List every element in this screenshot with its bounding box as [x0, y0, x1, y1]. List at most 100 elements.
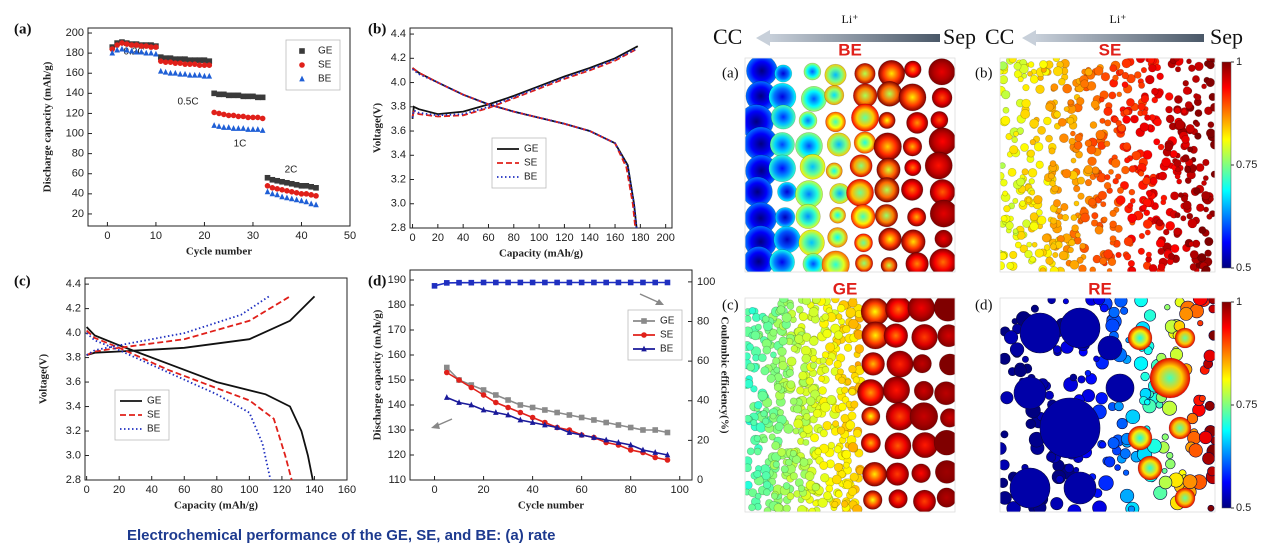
particle: [760, 366, 770, 376]
particle: [1179, 307, 1193, 321]
particle: [825, 111, 846, 133]
y-tick-label: 130: [388, 424, 406, 436]
particle: [1002, 190, 1009, 197]
particle: [906, 111, 929, 134]
particle: [1067, 99, 1074, 106]
particle: [1180, 215, 1187, 222]
particle: [1000, 251, 1007, 261]
particle: [852, 376, 860, 384]
legend: GE SE BE: [627, 309, 683, 361]
marker: [529, 419, 536, 425]
particle: [929, 199, 955, 228]
marker: [640, 427, 646, 433]
y-tick-label: 3.6: [391, 125, 406, 137]
particle: [776, 305, 786, 315]
particle: [772, 460, 780, 468]
particle: [1073, 185, 1081, 193]
arrow-head: [431, 422, 440, 429]
particle: [1131, 150, 1142, 161]
particle: [1060, 202, 1069, 212]
x-tick-label: 0: [409, 232, 415, 244]
particle: [1093, 66, 1104, 76]
annotation: 0.5C: [177, 97, 198, 108]
particle: [774, 64, 793, 83]
particle: [1125, 409, 1141, 425]
particle: [1045, 102, 1054, 112]
legend-marker: [299, 48, 305, 54]
particle: [825, 357, 834, 366]
particle: [793, 404, 802, 414]
particle: [1205, 77, 1215, 88]
particle: [781, 312, 792, 323]
particle: [1116, 91, 1123, 98]
particle: [1186, 58, 1192, 65]
particle: [754, 400, 763, 410]
marker: [284, 188, 290, 194]
marker: [443, 394, 450, 400]
particle: [1127, 259, 1135, 268]
particle: [1086, 144, 1097, 155]
particle: [1121, 165, 1130, 175]
particle: [786, 302, 795, 310]
particle: [841, 449, 852, 460]
marker: [493, 392, 499, 398]
particle: [1108, 168, 1114, 175]
marker: [240, 125, 247, 131]
particle-panel: [745, 298, 955, 512]
particle: [1026, 241, 1033, 248]
particle: [795, 305, 804, 314]
x-axis-label: Capacity (mAh/g): [174, 500, 258, 512]
y-tick-label: 120: [388, 449, 406, 461]
marker: [119, 40, 125, 46]
particle: [1087, 156, 1097, 167]
particle: [1093, 298, 1106, 306]
particle: [1049, 180, 1056, 187]
marker: [303, 191, 310, 197]
particle: [1109, 235, 1117, 243]
marker: [206, 58, 213, 64]
marker: [225, 112, 232, 119]
marker: [279, 193, 285, 200]
particle: [761, 471, 771, 481]
particle: [1046, 451, 1057, 463]
panel-title: GE: [833, 279, 858, 298]
particle: [750, 385, 758, 393]
panel-label: (d): [975, 297, 993, 313]
y-tick-label: 180: [66, 47, 84, 59]
x-tick-label: 40: [295, 230, 307, 242]
particle: [1165, 221, 1176, 231]
particle: [1063, 106, 1070, 112]
particle: [836, 426, 846, 435]
particle: [1062, 83, 1073, 94]
particle: [793, 418, 804, 429]
marker: [542, 407, 548, 413]
legend-label: BE: [147, 424, 161, 435]
particle: [929, 248, 955, 272]
particle: [1055, 475, 1064, 484]
marker: [119, 45, 125, 52]
particle: [833, 462, 843, 472]
legend-box: [285, 39, 341, 91]
x-tick-label: 80: [211, 484, 223, 496]
marker: [505, 279, 511, 286]
marker: [230, 112, 237, 119]
particle: [1084, 67, 1093, 77]
particle: [1028, 178, 1035, 185]
marker: [480, 392, 487, 398]
particle: [1029, 118, 1040, 129]
particle: [1100, 201, 1107, 208]
annotation: 0.2C: [123, 47, 144, 58]
marker: [274, 177, 281, 184]
particle: [1194, 61, 1204, 72]
header-left: CC: [713, 24, 742, 49]
particle: [1009, 145, 1019, 155]
marker: [259, 127, 266, 133]
y-axis-label: Discharge capacity (mAh/g): [42, 61, 54, 192]
particle: [1050, 83, 1059, 92]
particle: [931, 87, 953, 108]
particle: [763, 488, 771, 497]
particle: [1061, 168, 1072, 179]
particle: [770, 104, 796, 130]
panel-frame: [744, 57, 956, 273]
particle: [826, 394, 837, 405]
